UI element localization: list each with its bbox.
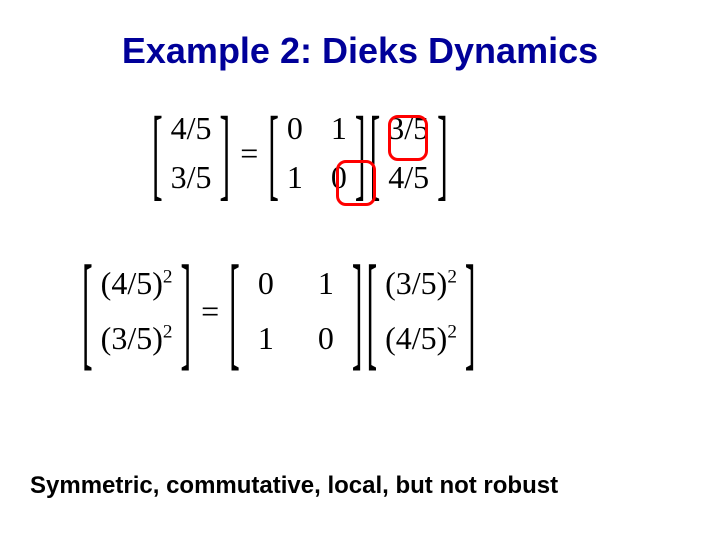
eq2-rhs-top: (3/5)2 <box>385 265 457 302</box>
lbracket-icon: [ <box>366 237 377 385</box>
eq2-rhs-bot: (4/5)2 <box>385 320 457 357</box>
eq2-lhs-top: (4/5)2 <box>101 265 173 302</box>
exp: 2 <box>447 321 457 342</box>
eq1-m01: 1 <box>331 110 347 147</box>
base: (4/5) <box>101 265 163 301</box>
eq1-lhs-top: 4/5 <box>171 110 212 147</box>
rbracket-icon: ] <box>465 237 476 385</box>
base: (4/5) <box>385 320 447 356</box>
matrix-row: 0 1 <box>258 265 334 302</box>
rbracket-icon: ] <box>437 94 448 212</box>
lbracket-icon: [ <box>152 94 163 212</box>
footer-caption: Symmetric, commutative, local, but not r… <box>30 472 558 500</box>
slide-title-text: Example 2: Dieks Dynamics <box>122 30 598 71</box>
lbracket-icon: [ <box>229 237 240 385</box>
highlight-box-bottom-left <box>336 160 376 206</box>
eq1-m00: 0 <box>287 110 303 147</box>
highlight-box-top-right <box>388 115 428 161</box>
eq1-m10: 1 <box>287 159 303 196</box>
lbracket-icon: [ <box>268 94 279 212</box>
eq2-m11: 0 <box>318 320 334 357</box>
eq1-lhs-bot: 3/5 <box>171 159 212 196</box>
matrix-row: 0 1 <box>287 110 347 147</box>
base: (3/5) <box>101 320 163 356</box>
eq2-m00: 0 <box>258 265 274 302</box>
eq2-m01: 1 <box>318 265 334 302</box>
exp: 2 <box>163 266 173 287</box>
exp: 2 <box>163 321 173 342</box>
eq2-rhs-vector: (3/5)2 (4/5)2 <box>379 265 463 357</box>
rbracket-icon: ] <box>352 237 363 385</box>
eq2-lhs-bot: (3/5)2 <box>101 320 173 357</box>
eq2-mid-matrix: 0 1 1 0 <box>242 265 350 357</box>
eq1-rhs-bot: 4/5 <box>388 159 429 196</box>
equals-sign: = <box>193 293 227 330</box>
equation-2: [ (4/5)2 (3/5)2 ] = [ 0 1 1 0 ] [ (3/5)2… <box>80 265 478 357</box>
lbracket-icon: [ <box>82 237 93 385</box>
eq1-lhs-vector: 4/5 3/5 <box>165 110 218 196</box>
slide-title: Example 2: Dieks Dynamics <box>0 30 720 72</box>
exp: 2 <box>447 266 457 287</box>
eq2-lhs-vector: (4/5)2 (3/5)2 <box>95 265 179 357</box>
rbracket-icon: ] <box>220 94 231 212</box>
matrix-row: 1 0 <box>258 320 334 357</box>
footer-text: Symmetric, commutative, local, but not r… <box>30 472 558 499</box>
eq2-m10: 1 <box>258 320 274 357</box>
rbracket-icon: ] <box>180 237 191 385</box>
base: (3/5) <box>385 265 447 301</box>
equals-sign: = <box>232 135 266 172</box>
